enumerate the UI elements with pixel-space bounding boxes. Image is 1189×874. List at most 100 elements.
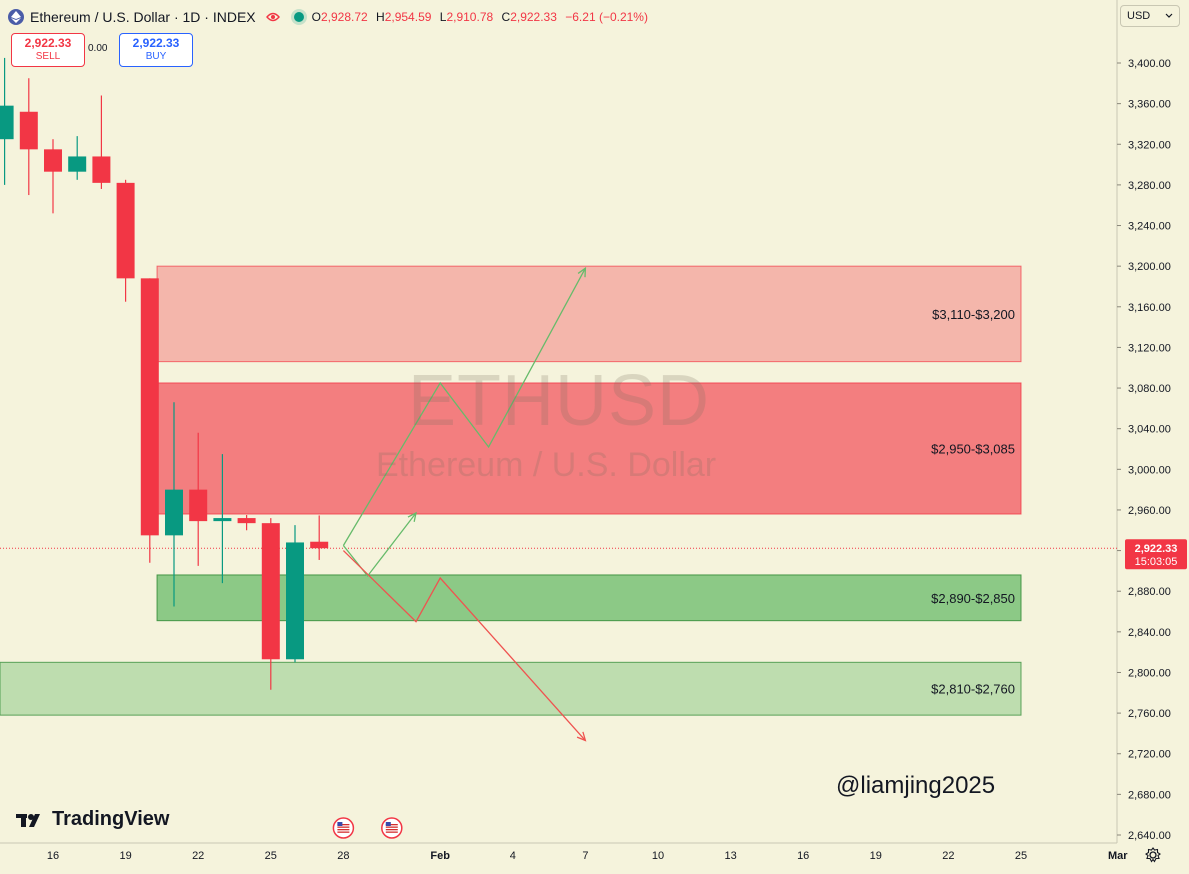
bullish-candle — [68, 156, 87, 172]
time-tick-label: Feb — [430, 850, 450, 862]
projection-arrowhead — [407, 511, 417, 522]
currency-selector[interactable]: USD — [1120, 5, 1180, 27]
price-tick-label: 2,960.00 — [1128, 505, 1171, 517]
projection-path-bullish — [342, 512, 417, 578]
bearish-candle — [237, 518, 256, 524]
bullish-candle — [213, 518, 232, 522]
price-tick-label: 2,680.00 — [1128, 789, 1171, 801]
price-zone-resistance — [156, 265, 1022, 363]
spread-value: 0.00 — [88, 43, 108, 54]
us-flag-event-icon[interactable] — [381, 817, 403, 839]
time-tick-label: 25 — [1015, 850, 1027, 862]
time-tick-label: 22 — [942, 850, 954, 862]
ohlc-low-value: 2,910.78 — [446, 10, 494, 24]
flag-stripe — [385, 824, 398, 826]
zone-label: $2,810-$2,760 — [931, 682, 1015, 697]
price-tick-label: 3,280.00 — [1128, 180, 1171, 192]
flag-ring — [381, 817, 403, 839]
price-tick-label: 3,320.00 — [1128, 139, 1171, 151]
watermark-name: Ethereum / U.S. Dollar — [376, 446, 717, 484]
time-tick-label: 28 — [337, 850, 349, 862]
bearish-candle — [310, 541, 329, 549]
ohlc-high-key: H — [376, 10, 385, 24]
price-tick-label: 3,400.00 — [1128, 58, 1171, 70]
time-tick-label: 25 — [265, 850, 277, 862]
price-tick-label: 3,040.00 — [1128, 424, 1171, 436]
settings-icon[interactable] — [1145, 847, 1161, 868]
zone-label: $3,110-$3,200 — [932, 307, 1015, 322]
flag-canton — [337, 822, 343, 826]
projection-path-bearish — [342, 550, 586, 741]
price-tick-label: 2,840.00 — [1128, 627, 1171, 639]
us-flag-event-icon[interactable] — [332, 817, 355, 839]
price-tick-label: 3,240.00 — [1128, 221, 1171, 233]
ohlc-readout: O2,928.72 H2,954.59 L2,910.78 C2,922.33 … — [312, 10, 653, 24]
bearish-candle — [44, 149, 62, 172]
bullish-candle — [165, 489, 183, 536]
ohlc-close-key: C — [501, 10, 511, 24]
symbol-title[interactable]: Ethereum / U.S. Dollar · 1D · INDEX — [30, 9, 256, 25]
time-tick-label: 16 — [797, 850, 809, 862]
ohlc-close-value: 2,922.33 — [510, 10, 557, 24]
chevron-down-icon — [1165, 10, 1173, 22]
bearish-candle — [116, 182, 135, 279]
time-tick-label: 19 — [870, 850, 882, 862]
flag-stripe — [385, 829, 398, 831]
buy-button[interactable]: 2,922.33 BUY — [119, 33, 193, 67]
currency-label: USD — [1127, 10, 1151, 22]
ohlc-open-key: O — [311, 10, 321, 24]
flag-ring — [332, 817, 355, 839]
buy-label: BUY — [145, 51, 167, 62]
price-tick-label: 2,720.00 — [1128, 749, 1171, 761]
time-tick-label: 16 — [47, 850, 59, 862]
price-tick-label: 3,200.00 — [1128, 261, 1171, 273]
bearish-candle — [19, 111, 38, 150]
sell-label: SELL — [35, 51, 61, 62]
price-tick-label: 2,800.00 — [1128, 667, 1171, 679]
price-tick-label: 3,000.00 — [1128, 464, 1171, 476]
projection-arrowhead — [576, 731, 587, 742]
zone-label: $2,890-$2,850 — [931, 591, 1015, 606]
symbol-header: Ethereum / U.S. Dollar · 1D · INDEX O2,9… — [8, 6, 653, 28]
eye-icon[interactable] — [265, 10, 280, 25]
bearish-candle — [92, 156, 111, 183]
price-tick-label: 3,360.00 — [1128, 99, 1171, 111]
bullish-candle — [286, 542, 304, 660]
watermark-symbol: ETHUSD — [408, 361, 711, 441]
price-tick-label: 2,640.00 — [1128, 830, 1171, 842]
time-tick-label: 13 — [724, 850, 736, 862]
flag-stripe — [385, 831, 398, 833]
bearish-candle — [140, 278, 159, 536]
price-tick-label: 2,760.00 — [1128, 708, 1171, 720]
flag-stripe — [337, 826, 350, 828]
ethereum-icon — [8, 9, 24, 25]
projection-path-bullish — [342, 267, 586, 546]
ohlc-open-value: 2,928.72 — [320, 10, 368, 24]
flag-stripe — [385, 826, 398, 828]
tradingview-logo[interactable]: TradingView — [16, 808, 169, 831]
price-zone-support — [0, 661, 1022, 716]
price-badge-bg — [1125, 539, 1187, 570]
sell-price: 2,922.33 — [24, 36, 72, 50]
time-tick-label: 19 — [119, 850, 131, 862]
author-handle: @liamjing2025 — [836, 772, 996, 799]
market-status-dot[interactable] — [293, 12, 304, 22]
price-badge-countdown: 15:03:05 — [1135, 556, 1178, 568]
time-tick-label: 7 — [582, 850, 588, 862]
flag-stripe — [337, 831, 350, 833]
bearish-candle — [261, 523, 280, 660]
bullish-candle — [0, 105, 14, 140]
price-tick-label: 2,880.00 — [1128, 586, 1171, 598]
time-tick-label: 22 — [192, 850, 204, 862]
brand-text: TradingView — [52, 808, 170, 830]
ohlc-high-value: 2,954.59 — [384, 10, 432, 24]
sell-button[interactable]: 2,922.33 SELL — [11, 33, 85, 67]
price-tick-label: 3,080.00 — [1128, 383, 1171, 395]
price-zone-resistance — [156, 382, 1022, 515]
tradingview-icon — [16, 813, 40, 827]
price-badge-value: 2,922.33 — [1135, 543, 1178, 555]
ohlc-low-key: L — [439, 10, 447, 24]
